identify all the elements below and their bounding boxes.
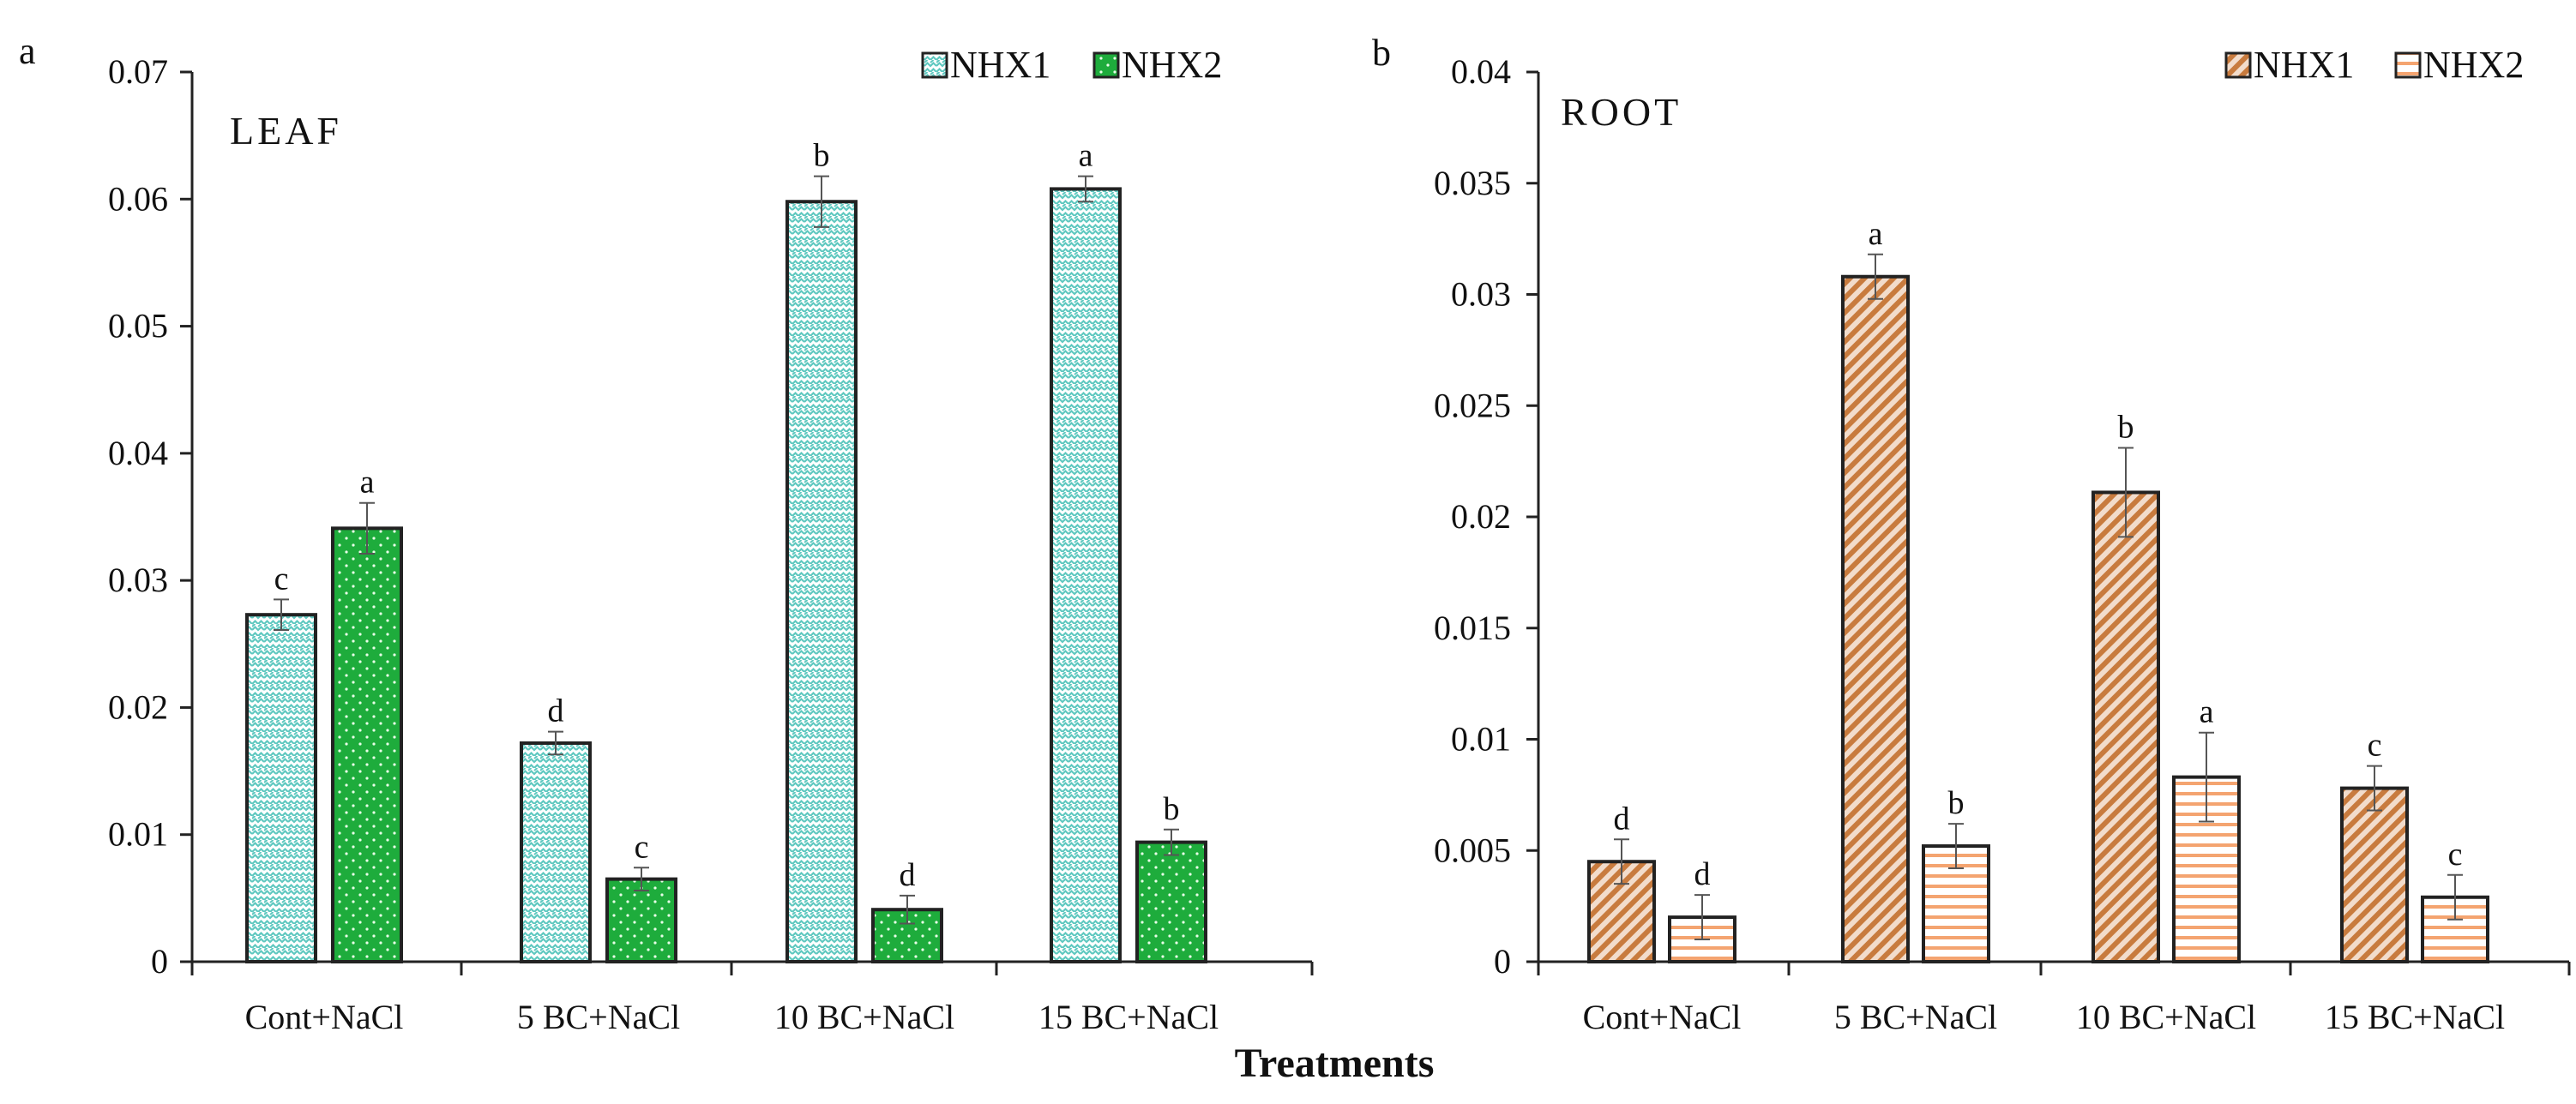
leaf-bar-nhx2 — [1135, 840, 1207, 964]
root-significance-letter: c — [2368, 728, 2382, 764]
legend-root-nhx1-swatch — [2224, 51, 2252, 79]
leaf-bar-nhx2 — [605, 877, 677, 963]
plot-root: 0 0.005 0.01 0.015 0.02 0.025 0.03 0.035 0.04 Con… — [1434, 52, 2571, 1036]
leaf-bar-nhx1 — [245, 613, 317, 963]
root-category-label: Cont+NaCl — [1583, 998, 1742, 1036]
root-y-tick-label: 0 — [1494, 942, 1511, 981]
leaf-y-tick-label: 0.06 — [108, 179, 168, 218]
root-y-tick-label: 0.02 — [1451, 497, 1511, 536]
leaf-category-label: Cont+NaCl — [245, 998, 404, 1036]
root-significance-letter: c — [2448, 837, 2463, 873]
legend-leaf-nhx1-label: NHX1 — [950, 44, 1050, 86]
leaf-significance-letter: c — [635, 829, 649, 865]
root-y-tick-label: 0.035 — [1434, 164, 1511, 202]
legend-root-nhx2-swatch — [2394, 51, 2422, 79]
leaf-bar-nhx2 — [331, 526, 403, 963]
panel-a-title: LEAF — [230, 109, 342, 153]
root-category-label: 5 BC+NaCl — [1834, 998, 1997, 1036]
root-significance-letter: b — [1948, 785, 1965, 821]
panel-b-title: ROOT — [1561, 90, 1682, 134]
leaf-y-tick-label: 0.03 — [108, 561, 168, 599]
leaf-significance-letter: a — [360, 465, 375, 501]
panel-root: b ROOT NHX1 NHX2 0 0.005 0.01 0.015 0.02 0.02… — [1372, 32, 2571, 1036]
legend-leaf-nhx2-label: NHX2 — [1122, 44, 1222, 86]
leaf-bar-nhx1 — [1050, 187, 1122, 963]
leaf-category-label: 15 BC+NaCl — [1038, 998, 1219, 1036]
root-y-tick-label: 0.04 — [1451, 52, 1511, 91]
legend-leaf-nhx2-swatch — [1092, 51, 1120, 79]
legend-root-nhx1-label: NHX1 — [2254, 44, 2354, 86]
leaf-significance-letter: d — [548, 693, 564, 729]
root-bar-nhx1 — [1841, 274, 1910, 963]
leaf-y-tick-label: 0.02 — [108, 687, 168, 726]
leaf-significance-letter: c — [274, 561, 289, 597]
leaf-bar-nhx1 — [520, 741, 592, 963]
panel-leaf: a LEAF NHX1 NHX2 0 0.01 0.02 0.03 0.04 0.05 0.… — [19, 30, 1314, 1036]
root-significance-letter: d — [1614, 801, 1630, 837]
leaf-significance-letter: d — [900, 857, 916, 893]
root-y-tick-label: 0.005 — [1434, 831, 1511, 869]
leaf-bar-nhx1 — [785, 200, 858, 964]
root-y-tick-label: 0.03 — [1451, 275, 1511, 314]
leaf-category-label: 5 BC+NaCl — [517, 998, 680, 1036]
legend-leaf: NHX1 NHX2 — [921, 44, 1222, 86]
panel-b-label: b — [1372, 32, 1391, 74]
leaf-y-tick-label: 0.01 — [108, 815, 168, 854]
leaf-y-tick-label: 0.05 — [108, 307, 168, 345]
root-y-tick-label: 0.01 — [1451, 720, 1511, 759]
leaf-significance-letter: b — [1164, 791, 1180, 827]
leaf-category-label: 10 BC+NaCl — [774, 998, 954, 1036]
leaf-significance-letter: b — [814, 138, 830, 174]
leaf-significance-letter: a — [1079, 138, 1093, 174]
leaf-y-tick-label: 0.07 — [108, 52, 168, 91]
plot-leaf: 0 0.01 0.02 0.03 0.04 0.05 0.06 0.07 Cont+NaCl 5 … — [108, 52, 1314, 1036]
root-y-tick-label: 0.015 — [1434, 609, 1511, 647]
root-category-label: 15 BC+NaCl — [2325, 998, 2505, 1036]
x-axis-title: Treatments — [1235, 1041, 1435, 1086]
legend-root: NHX1 NHX2 — [2224, 44, 2524, 86]
leaf-y-tick-label: 0 — [151, 942, 168, 981]
root-bar-nhx1 — [2091, 490, 2160, 963]
legend-leaf-nhx1-swatch — [921, 51, 948, 79]
root-category-label: 10 BC+NaCl — [2076, 998, 2256, 1036]
root-significance-letter: d — [1694, 856, 1711, 892]
root-significance-letter: a — [1869, 216, 1883, 252]
panel-a-label: a — [19, 30, 36, 72]
root-significance-letter: a — [2200, 694, 2214, 730]
leaf-bar-nhx2 — [871, 908, 943, 964]
leaf-y-tick-label: 0.04 — [108, 434, 168, 472]
legend-root-nhx2-label: NHX2 — [2423, 44, 2524, 86]
root-significance-letter: b — [2118, 410, 2134, 446]
root-bar-nhx1 — [2340, 786, 2409, 964]
root-y-tick-label: 0.025 — [1434, 386, 1511, 424]
